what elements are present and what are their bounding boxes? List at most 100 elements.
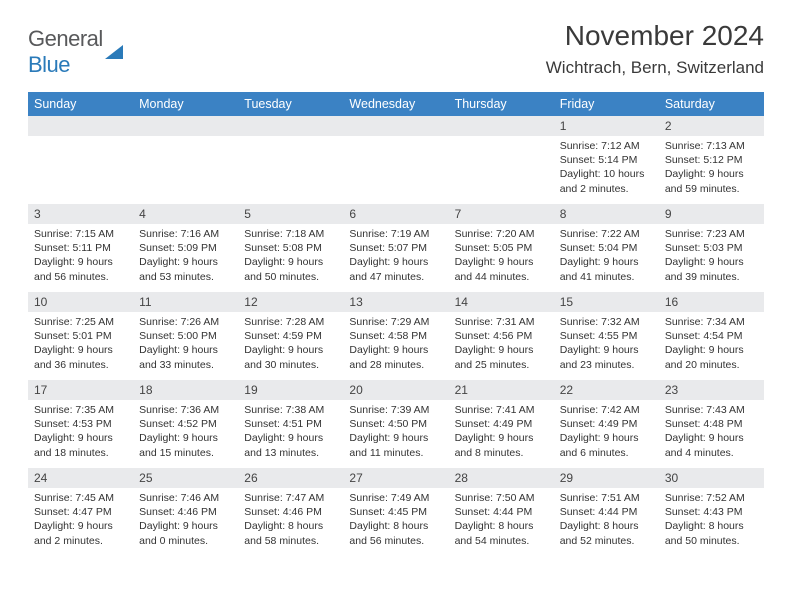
- calendar-cell: 28Sunrise: 7:50 AMSunset: 4:44 PMDayligh…: [449, 468, 554, 556]
- calendar-cell: 11Sunrise: 7:26 AMSunset: 5:00 PMDayligh…: [133, 292, 238, 380]
- logo: General Blue: [28, 26, 123, 78]
- calendar-cell: 15Sunrise: 7:32 AMSunset: 4:55 PMDayligh…: [554, 292, 659, 380]
- calendar-cell: 24Sunrise: 7:45 AMSunset: 4:47 PMDayligh…: [28, 468, 133, 556]
- logo-text-1: General: [28, 26, 103, 51]
- day-number: 28: [449, 468, 554, 488]
- calendar-cell: 21Sunrise: 7:41 AMSunset: 4:49 PMDayligh…: [449, 380, 554, 468]
- calendar-cell: 4Sunrise: 7:16 AMSunset: 5:09 PMDaylight…: [133, 204, 238, 292]
- day-number: 9: [659, 204, 764, 224]
- day-text: Sunrise: 7:20 AMSunset: 5:05 PMDaylight:…: [449, 224, 554, 290]
- calendar-cell: 5Sunrise: 7:18 AMSunset: 5:08 PMDaylight…: [238, 204, 343, 292]
- day-text: Sunrise: 7:26 AMSunset: 5:00 PMDaylight:…: [133, 312, 238, 378]
- day-number: 2: [659, 116, 764, 136]
- calendar-cell: 17Sunrise: 7:35 AMSunset: 4:53 PMDayligh…: [28, 380, 133, 468]
- calendar-row: 1Sunrise: 7:12 AMSunset: 5:14 PMDaylight…: [28, 116, 764, 204]
- day-number: 20: [343, 380, 448, 400]
- day-text: Sunrise: 7:25 AMSunset: 5:01 PMDaylight:…: [28, 312, 133, 378]
- calendar-cell: 26Sunrise: 7:47 AMSunset: 4:46 PMDayligh…: [238, 468, 343, 556]
- calendar-cell: 7Sunrise: 7:20 AMSunset: 5:05 PMDaylight…: [449, 204, 554, 292]
- triangle-icon: [105, 45, 123, 59]
- calendar-table: SundayMondayTuesdayWednesdayThursdayFrid…: [28, 92, 764, 556]
- day-text: Sunrise: 7:49 AMSunset: 4:45 PMDaylight:…: [343, 488, 448, 554]
- day-text: Sunrise: 7:52 AMSunset: 4:43 PMDaylight:…: [659, 488, 764, 554]
- calendar-cell: [133, 116, 238, 204]
- calendar-cell: [238, 116, 343, 204]
- day-number: 25: [133, 468, 238, 488]
- day-text: Sunrise: 7:39 AMSunset: 4:50 PMDaylight:…: [343, 400, 448, 466]
- calendar-cell: 10Sunrise: 7:25 AMSunset: 5:01 PMDayligh…: [28, 292, 133, 380]
- day-text: Sunrise: 7:23 AMSunset: 5:03 PMDaylight:…: [659, 224, 764, 290]
- day-number: [133, 116, 238, 136]
- day-number: 19: [238, 380, 343, 400]
- calendar-cell: 3Sunrise: 7:15 AMSunset: 5:11 PMDaylight…: [28, 204, 133, 292]
- day-text: Sunrise: 7:19 AMSunset: 5:07 PMDaylight:…: [343, 224, 448, 290]
- calendar-cell: 25Sunrise: 7:46 AMSunset: 4:46 PMDayligh…: [133, 468, 238, 556]
- day-number: 18: [133, 380, 238, 400]
- day-text: Sunrise: 7:15 AMSunset: 5:11 PMDaylight:…: [28, 224, 133, 290]
- day-number: [28, 116, 133, 136]
- weekday-header: Saturday: [659, 92, 764, 116]
- day-number: 11: [133, 292, 238, 312]
- day-number: 15: [554, 292, 659, 312]
- day-text: Sunrise: 7:51 AMSunset: 4:44 PMDaylight:…: [554, 488, 659, 554]
- calendar-cell: [449, 116, 554, 204]
- calendar-row: 17Sunrise: 7:35 AMSunset: 4:53 PMDayligh…: [28, 380, 764, 468]
- calendar-cell: 9Sunrise: 7:23 AMSunset: 5:03 PMDaylight…: [659, 204, 764, 292]
- day-text: Sunrise: 7:31 AMSunset: 4:56 PMDaylight:…: [449, 312, 554, 378]
- day-number: 5: [238, 204, 343, 224]
- calendar-cell: 30Sunrise: 7:52 AMSunset: 4:43 PMDayligh…: [659, 468, 764, 556]
- calendar-cell: 19Sunrise: 7:38 AMSunset: 4:51 PMDayligh…: [238, 380, 343, 468]
- day-number: 24: [28, 468, 133, 488]
- weekday-header: Sunday: [28, 92, 133, 116]
- day-text: Sunrise: 7:28 AMSunset: 4:59 PMDaylight:…: [238, 312, 343, 378]
- header: General Blue November 2024 Wichtrach, Be…: [28, 20, 764, 78]
- weekday-header: Friday: [554, 92, 659, 116]
- day-text: Sunrise: 7:46 AMSunset: 4:46 PMDaylight:…: [133, 488, 238, 554]
- calendar-row: 24Sunrise: 7:45 AMSunset: 4:47 PMDayligh…: [28, 468, 764, 556]
- day-number: [449, 116, 554, 136]
- day-text: Sunrise: 7:32 AMSunset: 4:55 PMDaylight:…: [554, 312, 659, 378]
- day-number: 7: [449, 204, 554, 224]
- calendar-head: SundayMondayTuesdayWednesdayThursdayFrid…: [28, 92, 764, 116]
- calendar-body: 1Sunrise: 7:12 AMSunset: 5:14 PMDaylight…: [28, 116, 764, 556]
- logo-text-2: Blue: [28, 52, 70, 77]
- calendar-cell: 14Sunrise: 7:31 AMSunset: 4:56 PMDayligh…: [449, 292, 554, 380]
- day-number: 23: [659, 380, 764, 400]
- day-text: Sunrise: 7:42 AMSunset: 4:49 PMDaylight:…: [554, 400, 659, 466]
- calendar-cell: 20Sunrise: 7:39 AMSunset: 4:50 PMDayligh…: [343, 380, 448, 468]
- day-number: 21: [449, 380, 554, 400]
- calendar-cell: 27Sunrise: 7:49 AMSunset: 4:45 PMDayligh…: [343, 468, 448, 556]
- day-number: 30: [659, 468, 764, 488]
- day-text: Sunrise: 7:41 AMSunset: 4:49 PMDaylight:…: [449, 400, 554, 466]
- day-number: 29: [554, 468, 659, 488]
- day-number: 6: [343, 204, 448, 224]
- day-number: 10: [28, 292, 133, 312]
- day-text: Sunrise: 7:16 AMSunset: 5:09 PMDaylight:…: [133, 224, 238, 290]
- day-text: Sunrise: 7:45 AMSunset: 4:47 PMDaylight:…: [28, 488, 133, 554]
- day-number: 3: [28, 204, 133, 224]
- calendar-cell: 2Sunrise: 7:13 AMSunset: 5:12 PMDaylight…: [659, 116, 764, 204]
- day-number: 17: [28, 380, 133, 400]
- day-number: 14: [449, 292, 554, 312]
- day-text: Sunrise: 7:18 AMSunset: 5:08 PMDaylight:…: [238, 224, 343, 290]
- calendar-cell: 6Sunrise: 7:19 AMSunset: 5:07 PMDaylight…: [343, 204, 448, 292]
- weekday-header: Wednesday: [343, 92, 448, 116]
- day-number: 13: [343, 292, 448, 312]
- calendar-cell: 8Sunrise: 7:22 AMSunset: 5:04 PMDaylight…: [554, 204, 659, 292]
- calendar-cell: 18Sunrise: 7:36 AMSunset: 4:52 PMDayligh…: [133, 380, 238, 468]
- calendar-cell: 1Sunrise: 7:12 AMSunset: 5:14 PMDaylight…: [554, 116, 659, 204]
- day-text: Sunrise: 7:43 AMSunset: 4:48 PMDaylight:…: [659, 400, 764, 466]
- calendar-cell: 23Sunrise: 7:43 AMSunset: 4:48 PMDayligh…: [659, 380, 764, 468]
- month-title: November 2024: [546, 20, 764, 52]
- day-number: 12: [238, 292, 343, 312]
- day-number: 27: [343, 468, 448, 488]
- weekday-header: Monday: [133, 92, 238, 116]
- day-number: [343, 116, 448, 136]
- calendar-cell: [343, 116, 448, 204]
- calendar-row: 10Sunrise: 7:25 AMSunset: 5:01 PMDayligh…: [28, 292, 764, 380]
- day-number: [238, 116, 343, 136]
- day-number: 22: [554, 380, 659, 400]
- title-block: November 2024 Wichtrach, Bern, Switzerla…: [546, 20, 764, 78]
- day-number: 8: [554, 204, 659, 224]
- weekday-header: Thursday: [449, 92, 554, 116]
